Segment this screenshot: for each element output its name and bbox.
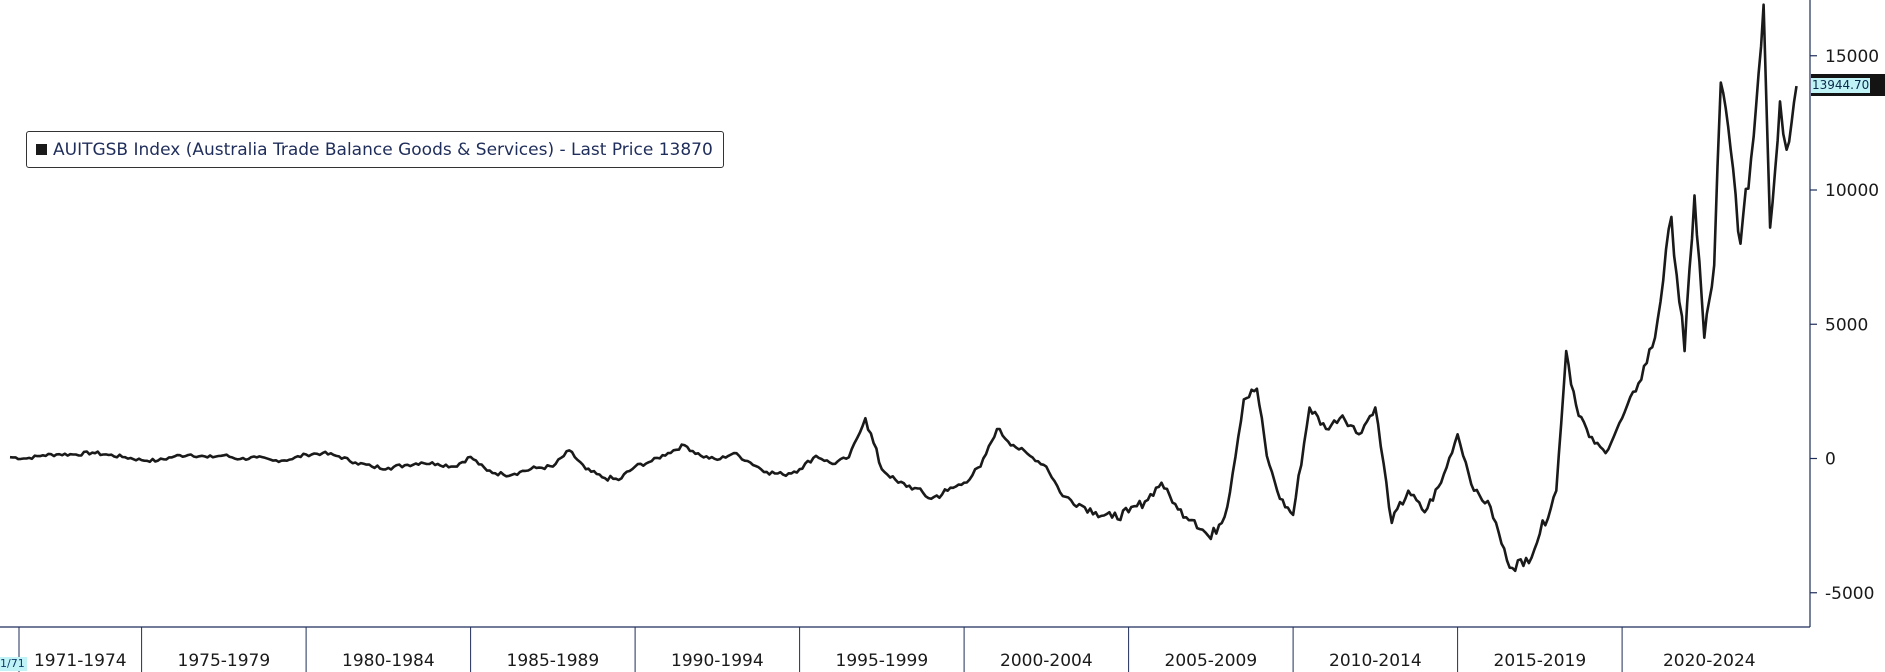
legend: AUITGSB Index (Australia Trade Balance G… (26, 131, 724, 168)
start-date-label: 1/71 (0, 657, 27, 671)
x-period-label: 1995-1999 (836, 651, 929, 671)
series-line (9, 3, 1798, 573)
y-tick-label: 5000 (1825, 315, 1868, 335)
legend-swatch (36, 144, 47, 155)
x-period-label: 1971-1974 (34, 651, 127, 671)
x-period-label: 2020-2024 (1663, 651, 1756, 671)
x-period-label: 1975-1979 (178, 651, 271, 671)
x-period-label: 1990-1994 (671, 651, 764, 671)
x-period-label: 2000-2004 (1000, 651, 1093, 671)
plot-area (9, 3, 1798, 573)
y-tick-label: -5000 (1825, 584, 1874, 604)
x-period-label: 2010-2014 (1329, 651, 1422, 671)
y-tick-label: 15000 (1825, 47, 1879, 67)
y-axis: 15000 10000 5000 0 -5000 (1809, 0, 1879, 627)
x-period-label: 1985-1989 (507, 651, 600, 671)
last-price-value: 13944.70 (1811, 78, 1871, 93)
y-tick-label: 10000 (1825, 181, 1879, 201)
x-axis: 1971-1974 1975-1979 1980-1984 1985-1989 1990… (0, 626, 1810, 672)
y-tick-label: 0 (1825, 450, 1836, 470)
x-period-label: 2005-2009 (1165, 651, 1258, 671)
legend-label: AUITGSB Index (Australia Trade Balance G… (53, 139, 713, 160)
x-period-label: 2015-2019 (1494, 651, 1587, 671)
x-period-label: 1980-1984 (342, 651, 435, 671)
